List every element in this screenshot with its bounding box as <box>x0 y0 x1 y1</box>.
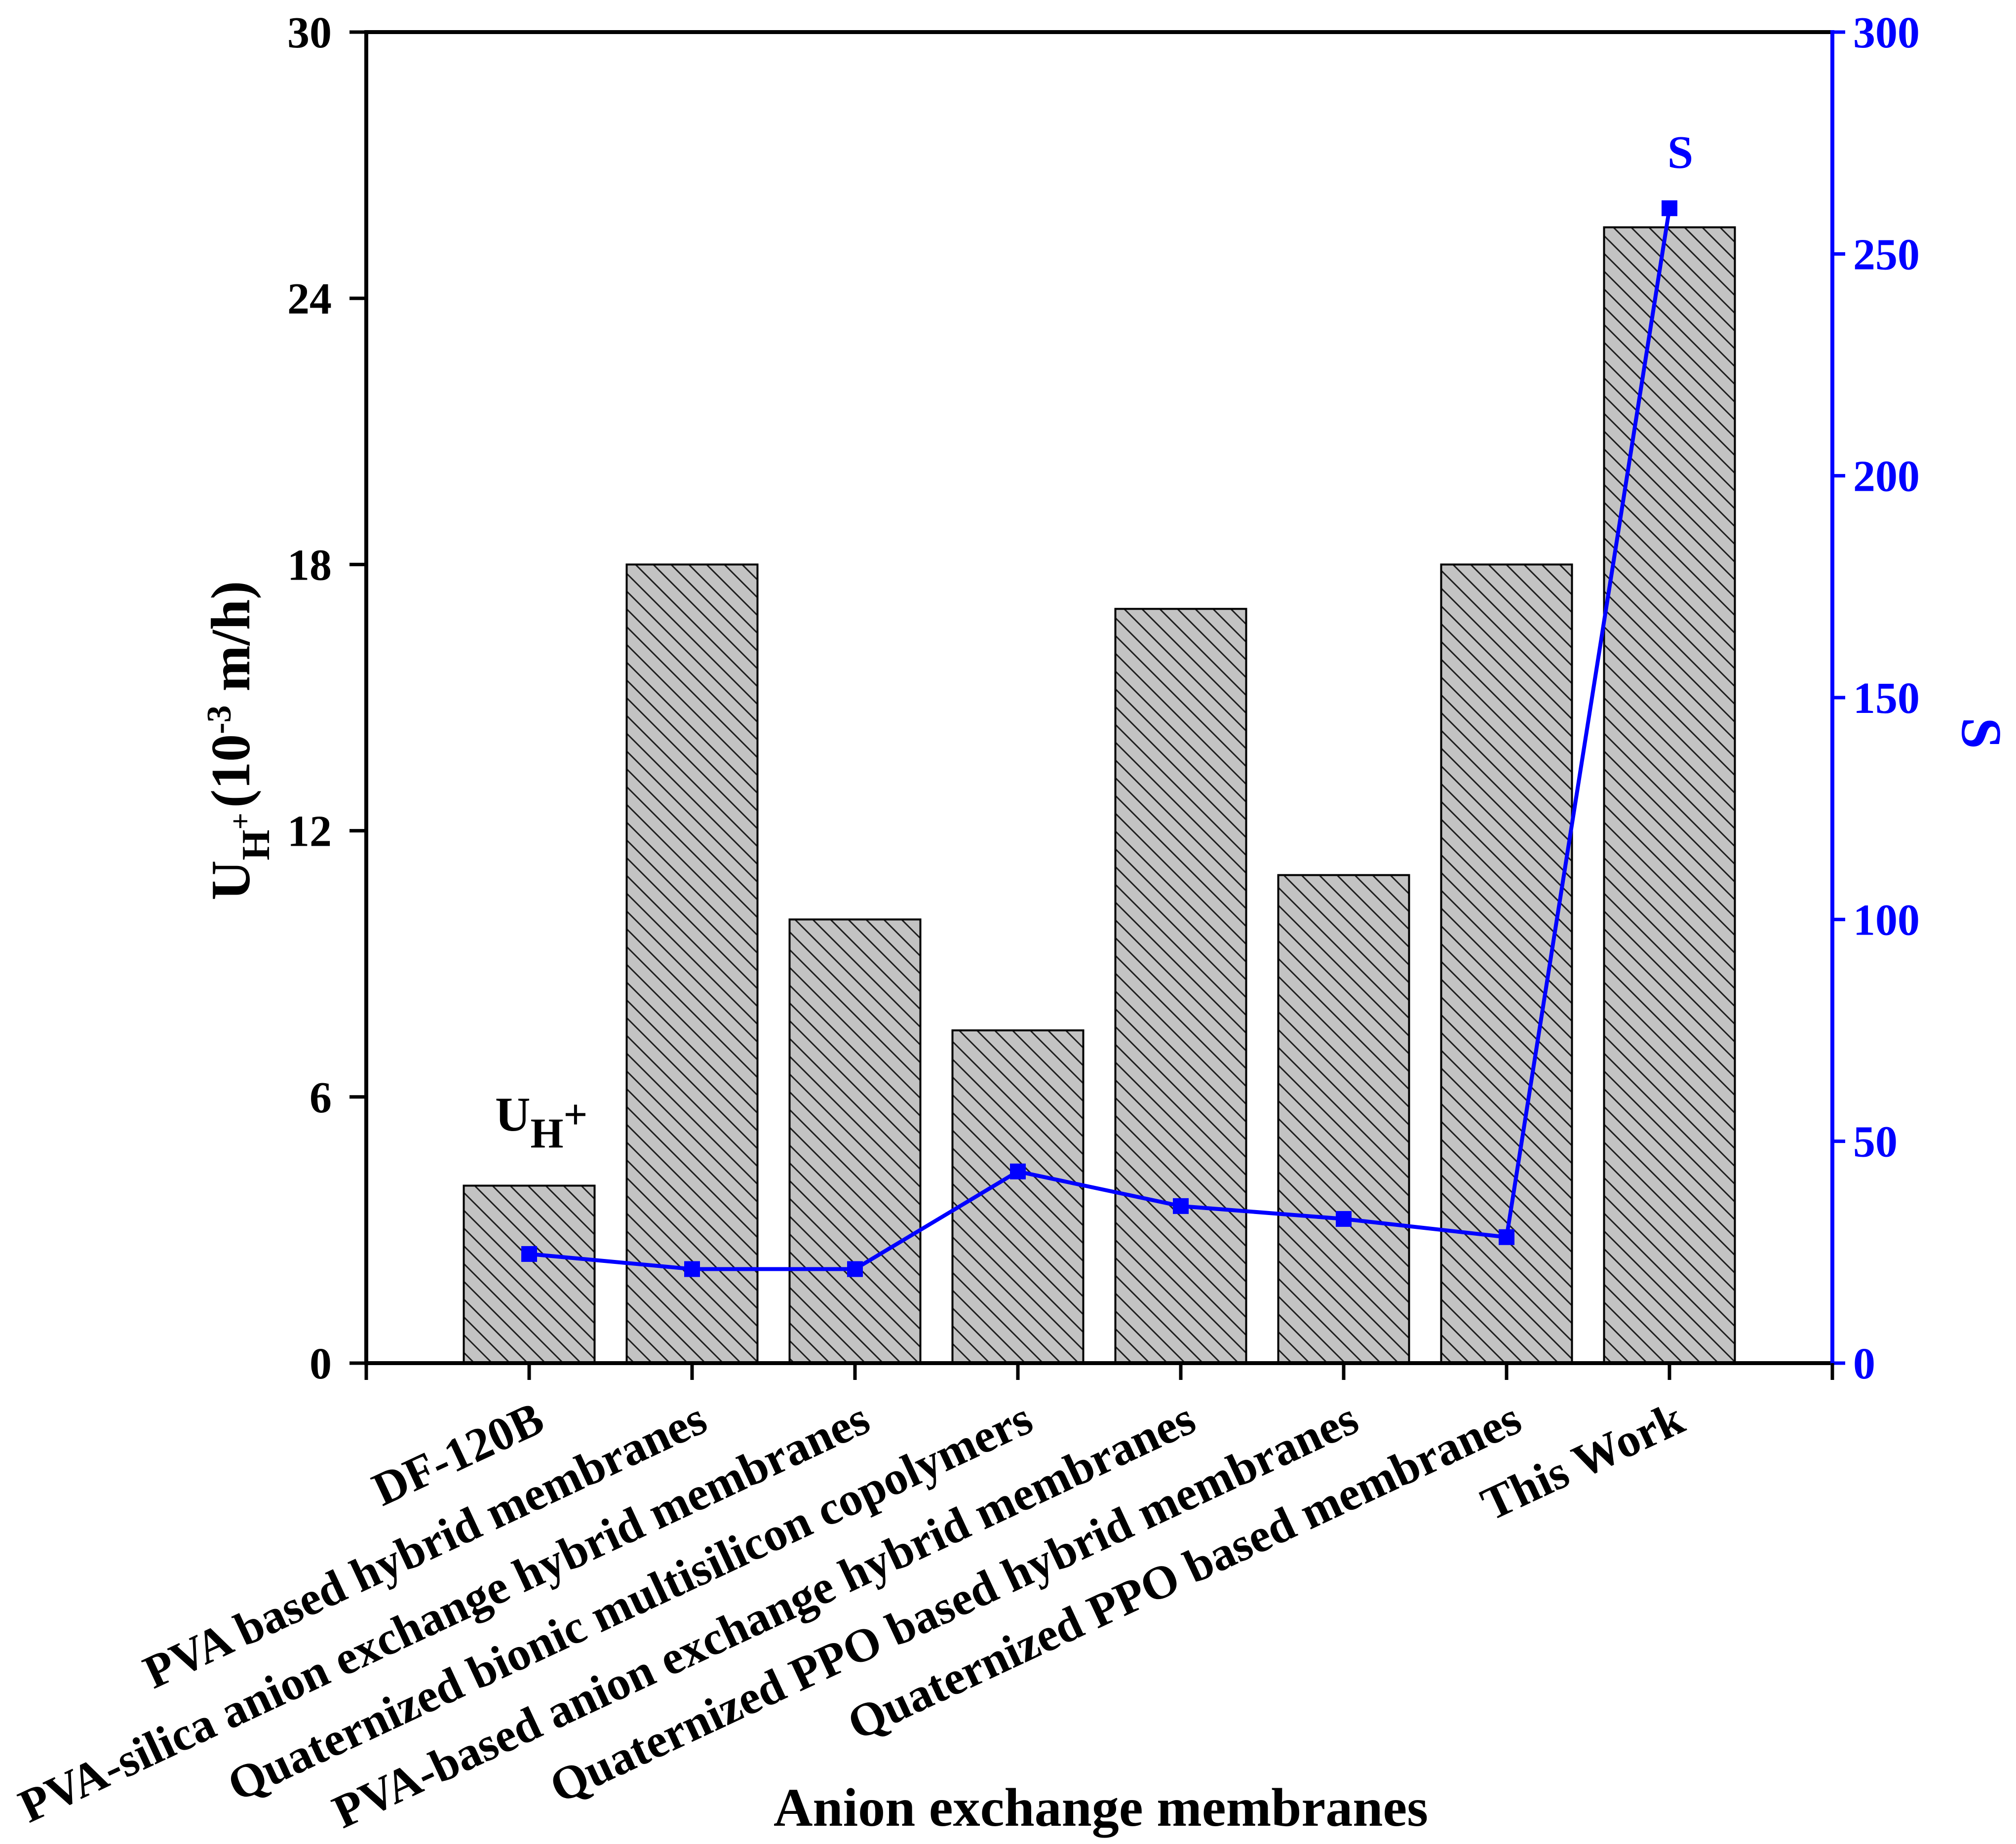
y-title-sub: H <box>234 829 278 860</box>
y-right-tick-label: 100 <box>1853 896 1920 944</box>
s-series-line <box>529 208 1671 1271</box>
bar <box>1277 874 1410 1364</box>
x-axis-title: Anion exchange membranes <box>774 1777 1428 1838</box>
y-right-tick-label: 150 <box>1853 674 1920 723</box>
s-series-marker <box>1662 200 1677 216</box>
bar-hatch <box>1440 564 1573 1364</box>
y-right-tick-label: 0 <box>1853 1339 1875 1388</box>
y-title-exponent: -3 <box>200 706 238 734</box>
s-series-marker <box>684 1261 700 1277</box>
y-title-main: U <box>200 861 262 901</box>
bar <box>1114 608 1247 1364</box>
bar-hatch <box>626 564 758 1364</box>
y-right-tick-label: 250 <box>1853 230 1920 279</box>
bar-fill <box>626 564 758 1363</box>
bar-hatch <box>1603 227 1736 1364</box>
uh-annotation-sup: + <box>563 1091 587 1138</box>
uh-annotation-sub: H <box>531 1109 564 1157</box>
s-series-marker <box>1010 1163 1026 1179</box>
s-series-marker <box>1499 1229 1514 1245</box>
s-series-marker <box>1173 1198 1189 1214</box>
bar <box>625 563 759 1364</box>
bar <box>788 918 922 1365</box>
bar <box>1603 226 1736 1364</box>
s-series-annotation: S <box>1667 127 1693 178</box>
y-axis-left-title: UH+ (10-3 m/h) <box>200 581 278 901</box>
y-left-tick-label: 0 <box>310 1339 332 1388</box>
uh-series-annotation: UH+ <box>495 1088 587 1157</box>
y-right-tick-label: 200 <box>1853 452 1920 501</box>
y-left-tick-label: 12 <box>287 807 332 856</box>
s-series-marker <box>847 1261 863 1277</box>
y-right-tick-label: 50 <box>1853 1118 1898 1167</box>
y-left-tick-label: 18 <box>287 541 332 589</box>
y-right-tick-label: 300 <box>1853 8 1920 57</box>
y-left-tick-label: 6 <box>310 1073 332 1122</box>
s-series-marker <box>521 1246 537 1262</box>
bar <box>463 1184 596 1365</box>
s-series-marker <box>1336 1211 1352 1227</box>
uh-annotation-main: U <box>495 1088 531 1141</box>
bar-hatch <box>1115 608 1247 1364</box>
y-title-units-close: m/h) <box>200 581 262 706</box>
y-left-tick-label: 30 <box>287 8 332 57</box>
y-axis-right-title: S <box>1950 717 2013 749</box>
s-series <box>521 200 1677 1277</box>
y-title-units-open: (10 <box>200 734 262 808</box>
y-title-sup: + <box>224 813 257 829</box>
y-left-tick-label: 24 <box>287 275 332 323</box>
